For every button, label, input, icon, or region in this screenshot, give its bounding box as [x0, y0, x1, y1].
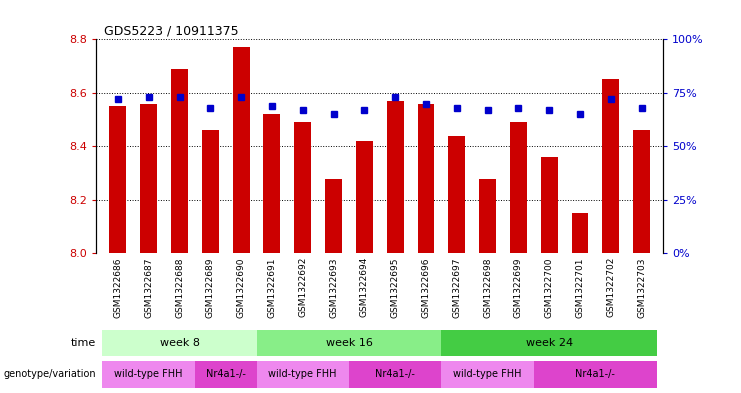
Bar — [256, 330, 442, 356]
Bar — [233, 47, 250, 253]
Text: GSM1322687: GSM1322687 — [144, 257, 153, 318]
Text: Nr4a1-/-: Nr4a1-/- — [375, 369, 415, 379]
Bar — [102, 361, 195, 387]
Bar — [140, 104, 157, 253]
Bar — [602, 79, 619, 253]
Text: GSM1322702: GSM1322702 — [606, 257, 615, 318]
Bar — [571, 213, 588, 253]
Bar — [510, 122, 527, 253]
Text: wild-type FHH: wild-type FHH — [453, 369, 522, 379]
Bar — [264, 114, 280, 253]
Text: GSM1322701: GSM1322701 — [576, 257, 585, 318]
Text: GSM1322691: GSM1322691 — [268, 257, 276, 318]
Text: GSM1322686: GSM1322686 — [113, 257, 122, 318]
Bar — [256, 361, 349, 387]
Bar — [442, 361, 534, 387]
Bar — [356, 141, 373, 253]
Text: Nr4a1-/-: Nr4a1-/- — [576, 369, 615, 379]
Bar — [442, 330, 657, 356]
Text: genotype/variation: genotype/variation — [3, 369, 96, 379]
Text: GSM1322698: GSM1322698 — [483, 257, 492, 318]
Text: week 24: week 24 — [525, 338, 573, 348]
Text: time: time — [70, 338, 96, 348]
Text: Nr4a1-/-: Nr4a1-/- — [206, 369, 246, 379]
Text: GSM1322689: GSM1322689 — [206, 257, 215, 318]
Text: week 16: week 16 — [325, 338, 373, 348]
Text: GSM1322699: GSM1322699 — [514, 257, 523, 318]
Bar — [349, 361, 442, 387]
Bar — [171, 69, 188, 253]
Text: GSM1322688: GSM1322688 — [175, 257, 184, 318]
Bar — [195, 361, 256, 387]
Text: wild-type FHH: wild-type FHH — [114, 369, 183, 379]
Bar — [534, 361, 657, 387]
Text: GSM1322695: GSM1322695 — [391, 257, 399, 318]
Text: GSM1322703: GSM1322703 — [637, 257, 646, 318]
Text: GSM1322697: GSM1322697 — [452, 257, 462, 318]
Bar — [102, 330, 256, 356]
Text: week 8: week 8 — [159, 338, 199, 348]
Text: GSM1322692: GSM1322692 — [298, 257, 308, 318]
Text: GSM1322700: GSM1322700 — [545, 257, 554, 318]
Bar — [479, 178, 496, 253]
Text: GSM1322696: GSM1322696 — [422, 257, 431, 318]
Bar — [541, 157, 558, 253]
Text: GSM1322694: GSM1322694 — [360, 257, 369, 318]
Text: GDS5223 / 10911375: GDS5223 / 10911375 — [104, 24, 239, 37]
Bar — [202, 130, 219, 253]
Text: GSM1322693: GSM1322693 — [329, 257, 338, 318]
Text: wild-type FHH: wild-type FHH — [268, 369, 337, 379]
Bar — [448, 136, 465, 253]
Bar — [325, 178, 342, 253]
Text: GSM1322690: GSM1322690 — [236, 257, 245, 318]
Bar — [633, 130, 650, 253]
Bar — [417, 104, 434, 253]
Bar — [294, 122, 311, 253]
Bar — [110, 106, 127, 253]
Bar — [387, 101, 404, 253]
